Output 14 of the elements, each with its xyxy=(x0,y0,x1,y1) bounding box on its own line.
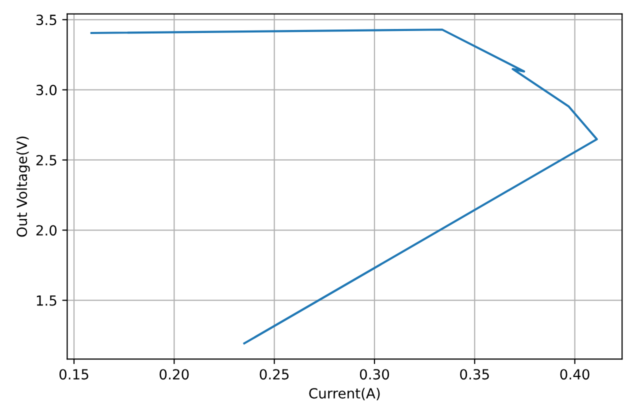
x-axis-title: Current(A) xyxy=(309,388,380,400)
x-tick-label: 0.25 xyxy=(260,369,289,380)
x-tick-label: 0.15 xyxy=(59,369,88,380)
x-tick-label: 0.20 xyxy=(160,369,189,380)
x-tick-label: 0.30 xyxy=(360,369,390,380)
x-tick-label: 0.35 xyxy=(460,369,489,380)
y-axis-title: Out Voltage(V) xyxy=(16,136,30,237)
x-tick-label: 0.40 xyxy=(560,369,590,380)
line-series xyxy=(90,28,598,344)
y-tick-label: 2.0 xyxy=(36,225,57,236)
y-tick-label: 1.5 xyxy=(36,295,56,306)
y-tick-label: 3.5 xyxy=(36,14,56,26)
y-tick-label: 2.5 xyxy=(36,154,56,166)
y-tick-label: 3.0 xyxy=(36,84,57,96)
